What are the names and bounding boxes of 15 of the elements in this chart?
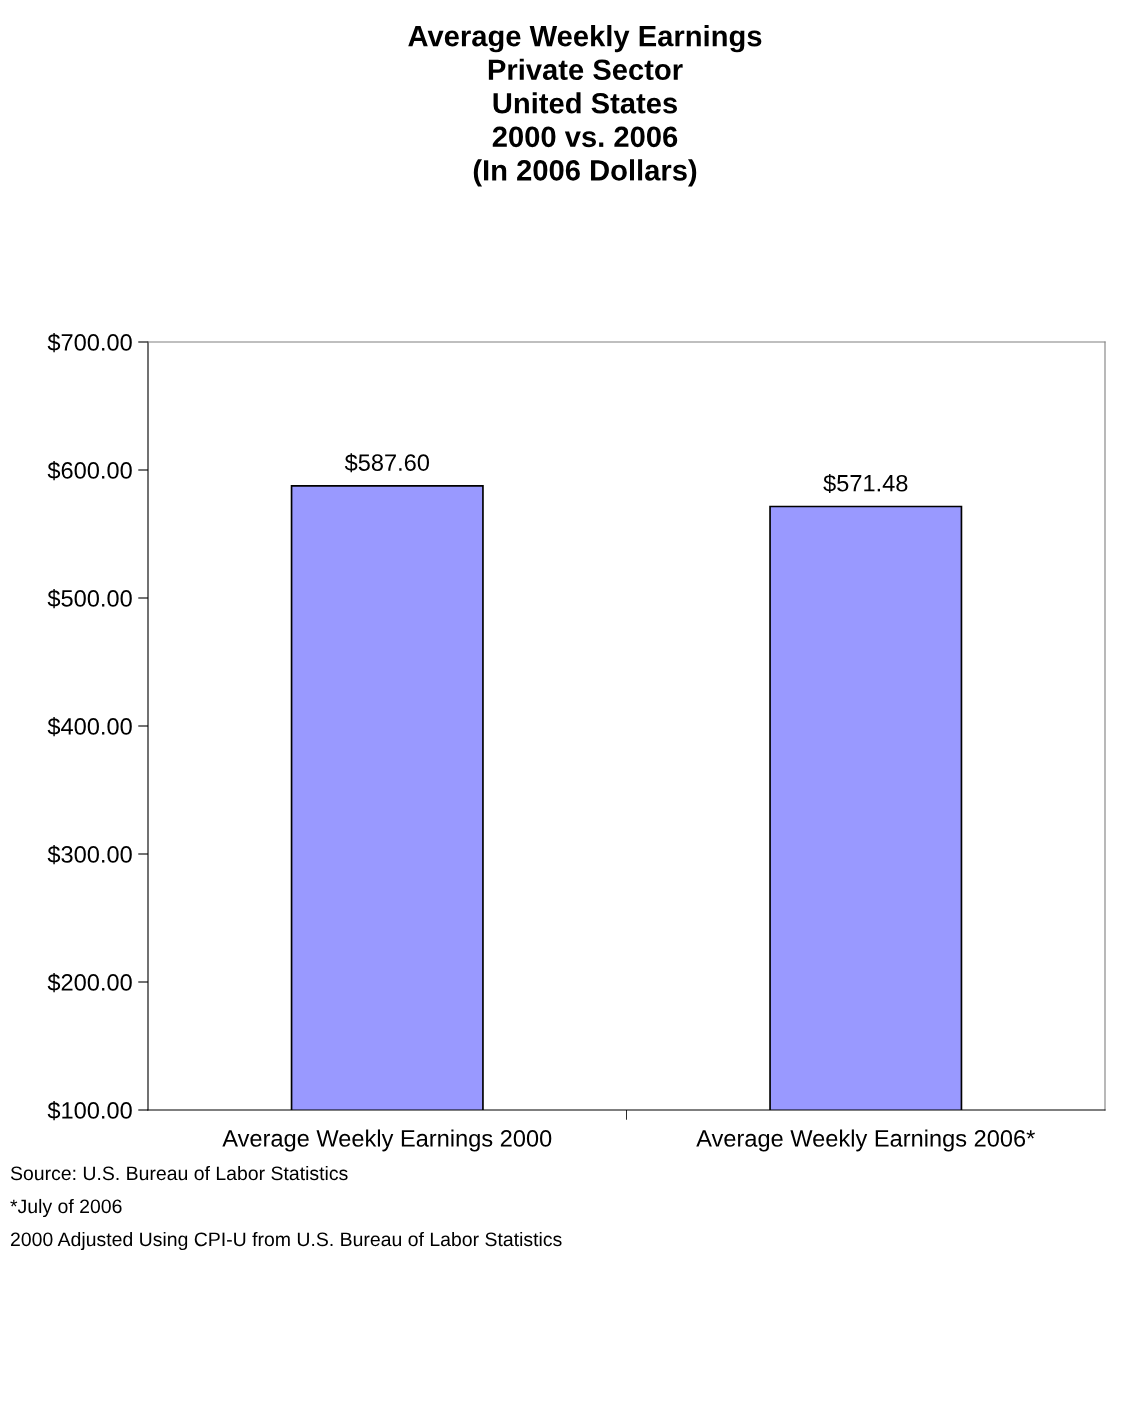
data-label: $571.48: [823, 473, 908, 493]
text: *July of 2006: [10, 1198, 122, 1218]
y-tick-label: $100.00: [47, 1101, 132, 1121]
x-tick-label: Average Weekly Earnings 2006*: [696, 1129, 1035, 1152]
y-tick-label: $200.00: [47, 973, 132, 993]
y-tick-label: $600.00: [47, 461, 132, 481]
text: 2000 Adjusted Using CPI-U from U.S. Bureau of Labor Statistics: [10, 1231, 562, 1251]
source-note: Source: U.S. Bureau of Labor Statistics: [10, 1165, 348, 1181]
y-tick-label: $700.00: [47, 333, 132, 353]
chart-title: Average Weekly Earnings Private Sector United States 2000 vs. 2006 (In 2006 Dollars): [408, 25, 762, 187]
y-tick-label: $400.00: [47, 717, 132, 737]
data-label: $587.60: [344, 453, 429, 473]
y-tick-label: $500.00: [47, 589, 132, 609]
x-tick-label: Average Weekly Earnings 2000: [222, 1129, 552, 1152]
y-tick-label: $300.00: [47, 845, 132, 865]
